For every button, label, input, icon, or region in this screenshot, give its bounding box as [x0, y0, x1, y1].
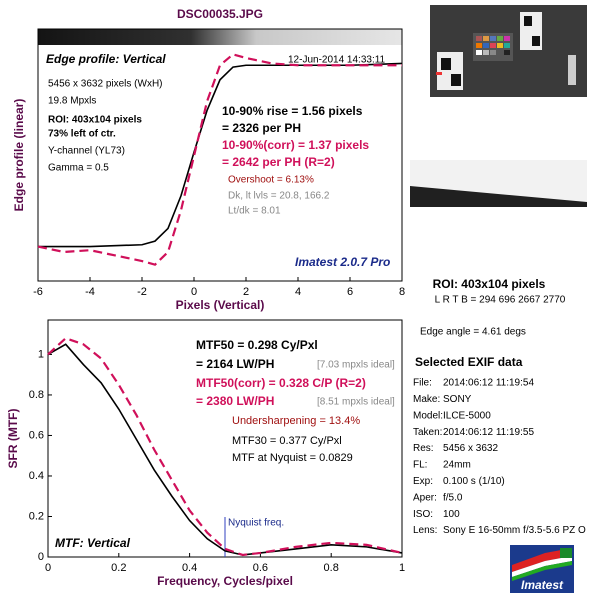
exif-value: 2014:06:12 11:19:54 — [443, 378, 534, 389]
exif-value: 0.100 s (1/10) — [443, 476, 505, 487]
x-axis-label: Frequency, Cycles/pixel — [157, 574, 293, 588]
chart-title: DSC00035.JPG — [177, 7, 263, 21]
x-tick-label: 0.2 — [111, 562, 126, 574]
annotation: = 2380 LW/PH — [196, 394, 274, 408]
exif-title: Selected EXIF data — [415, 355, 523, 369]
x-tick-label: 8 — [399, 286, 405, 298]
exif-label: Aper: — [413, 492, 437, 503]
annotation: ROI: 403x104 pixels — [48, 115, 142, 126]
exif-value: ILCE-5000 — [443, 410, 491, 421]
annotation: 10-90% rise = 1.56 pixels — [222, 104, 363, 118]
exif-value: 5456 x 3632 — [443, 443, 498, 454]
plot-frame — [37, 28, 403, 282]
annotation: 73% left of ctr. — [48, 129, 116, 140]
exif-value: 2014:06:12 11:19:55 — [443, 427, 534, 438]
roi-coords: L R T B = 294 696 2667 2770 — [435, 295, 566, 306]
exif-label: File: — [413, 378, 432, 389]
exif-label: Taken: — [413, 427, 442, 438]
exif-value: f/5.0 — [443, 492, 463, 503]
annotation: MTF: Vertical — [55, 536, 131, 550]
x-tick-label: 0 — [191, 286, 197, 298]
x-tick-label: -2 — [137, 286, 147, 298]
annotation: MTF50(corr) = 0.328 C/P (R=2) — [196, 376, 366, 390]
x-tick-label: 4 — [295, 286, 301, 298]
y-tick-label: 0.6 — [29, 429, 44, 441]
annotation: Y-channel (YL73) — [48, 146, 125, 157]
annotations-top: Edge profile: Vertical 12-Jun-2014 14:33… — [46, 52, 390, 269]
annotation: = 2164 LW/PH — [196, 357, 274, 371]
y-tick-label: 0.2 — [29, 510, 44, 522]
annotation: Overshoot = 6.13% — [228, 175, 314, 186]
exif-label: Lens: — [413, 525, 437, 536]
annotation: [8.51 mpxls ideal] — [317, 397, 395, 408]
x-tick-label: 0.4 — [182, 562, 197, 574]
exif-value: Sony E 16-50mm f/3.5-5.6 PZ O — [443, 525, 586, 536]
exif-value: 100 — [443, 509, 460, 520]
annotation: Imatest 2.0.7 Pro — [295, 255, 390, 269]
y-axis-label: Edge profile (linear) — [12, 99, 26, 212]
y-tick-label: 0.8 — [29, 389, 44, 401]
annotation: 5456 x 3632 pixels (WxH) — [48, 79, 163, 90]
annotation: Edge profile: Vertical — [46, 52, 166, 66]
annotation: [7.03 mpxls ideal] — [317, 360, 395, 371]
y-tick-label: 1 — [38, 348, 44, 360]
y-axis-label: SFR (MTF) — [6, 409, 20, 469]
x-tick-label: 0 — [45, 562, 51, 574]
series-line — [38, 62, 403, 248]
exif-label: Exp: — [413, 476, 433, 487]
x-tick-label: 6 — [347, 286, 353, 298]
exif-label: Res: — [413, 443, 434, 454]
x-tick-label: -4 — [85, 286, 95, 298]
exif-label: Model: — [413, 410, 443, 421]
annotation: 10-90%(corr) = 1.37 pixels — [222, 138, 369, 152]
series-line — [37, 53, 402, 266]
annotation: Lt/dk = 8.01 — [228, 206, 281, 217]
annotation: = 2326 per PH — [222, 121, 301, 135]
logo-text: Imatest — [521, 578, 564, 592]
series-line — [47, 343, 403, 556]
y-tick-label: 0.4 — [29, 470, 44, 482]
roi-title: ROI: 403x104 pixels — [433, 277, 546, 291]
annotation: 19.8 Mpxls — [48, 96, 96, 107]
roi-crop — [410, 160, 587, 207]
x-axis-label: Pixels (Vertical) — [176, 298, 265, 312]
exif-label: FL: — [413, 460, 427, 471]
thumbnail — [430, 5, 587, 97]
charts: -6 -4 -2 0 2 4 6 8 Pixels (Vertical) Edge profile… — [6, 28, 405, 588]
x-tick-label: -6 — [33, 286, 43, 298]
series-line — [47, 336, 403, 557]
x-tick-label: 1 — [399, 562, 405, 574]
annotation: Dk, lt lvls = 20.8, 166.2 — [228, 191, 330, 202]
annotations-bottom: MTF50 = 0.298 Cy/Pxl = 2164 LW/PH [7.03 … — [55, 338, 395, 550]
edge-angle: Edge angle = 4.61 degs — [420, 327, 526, 338]
annotation: Undersharpening = 13.4% — [232, 415, 360, 427]
annotation: MTF at Nyquist = 0.0829 — [232, 452, 353, 464]
y-tick-label: 0 — [38, 551, 44, 563]
annotation: MTF50 = 0.298 Cy/Pxl — [196, 338, 318, 352]
exif-label: ISO: — [413, 509, 433, 520]
x-tick-label: 0.8 — [324, 562, 339, 574]
x-tick-label: 2 — [243, 286, 249, 298]
annotation: = 2642 per PH (R=2) — [222, 155, 335, 169]
exif-label: Make: — [413, 394, 440, 405]
annotation: Gamma = 0.5 — [48, 163, 109, 174]
exif-value: 24mm — [443, 460, 471, 471]
logo: Imatest — [510, 545, 574, 593]
annotation: Nyquist freq. — [228, 518, 284, 529]
edge-gradient — [38, 29, 402, 45]
exif-value: SONY — [443, 394, 472, 405]
x-tick-label: 0.6 — [253, 562, 268, 574]
annotation: 12-Jun-2014 14:33:11 — [288, 55, 386, 66]
annotation: MTF30 = 0.377 Cy/Pxl — [232, 435, 342, 447]
